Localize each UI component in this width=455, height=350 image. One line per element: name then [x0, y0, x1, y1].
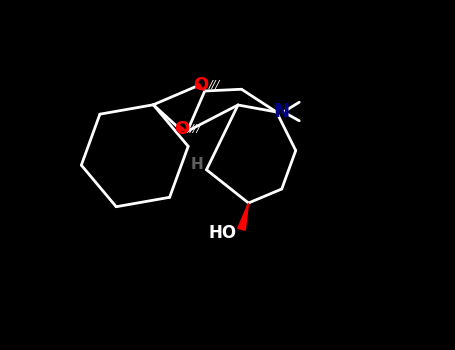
Text: H: H	[190, 157, 203, 172]
Polygon shape	[238, 203, 248, 230]
Text: ///: ///	[209, 80, 220, 90]
Text: O: O	[174, 120, 189, 138]
Text: O: O	[193, 76, 208, 94]
Text: HO: HO	[208, 224, 236, 242]
Text: ///: ///	[190, 124, 201, 134]
Text: N: N	[273, 103, 290, 121]
